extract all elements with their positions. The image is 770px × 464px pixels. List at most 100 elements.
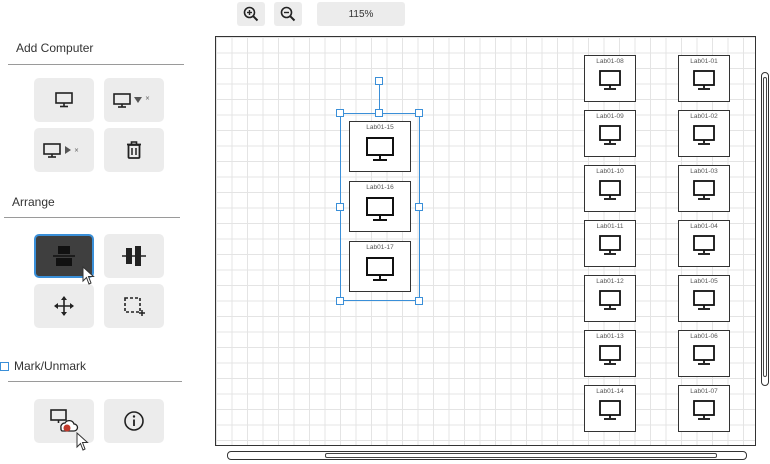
delete-button[interactable] xyxy=(104,128,164,172)
computer-label: Lab01-04 xyxy=(690,223,718,230)
computer-tile[interactable]: Lab01-01 xyxy=(678,55,730,102)
rotate-handle[interactable] xyxy=(375,77,383,85)
computer-label: Lab01-11 xyxy=(596,223,624,230)
monitor-icon xyxy=(599,345,621,365)
zoom-in-icon xyxy=(243,6,259,22)
move-arrows-icon xyxy=(54,296,74,316)
horizontal-scroll-thumb[interactable] xyxy=(325,453,717,458)
add-computers-down-button[interactable]: × xyxy=(104,78,164,122)
computer-label: Lab01-15 xyxy=(366,124,394,131)
monitor-icon xyxy=(693,400,715,420)
monitor-down-multiple-icon: × xyxy=(113,93,150,108)
vertical-scroll-thumb[interactable] xyxy=(763,77,767,377)
resize-handle[interactable] xyxy=(415,109,423,117)
computer-tile[interactable]: Lab01-05 xyxy=(678,275,730,322)
computer-tile[interactable]: Lab01-13 xyxy=(584,330,636,377)
horizontal-scrollbar[interactable] xyxy=(227,451,747,460)
info-button[interactable] xyxy=(104,399,164,443)
zoom-out-icon xyxy=(280,6,296,22)
mark-checkbox[interactable] xyxy=(0,362,9,371)
select-area-icon xyxy=(124,297,145,316)
resize-handle[interactable] xyxy=(336,203,344,211)
vertical-scrollbar[interactable] xyxy=(761,72,769,386)
computer-tile[interactable]: Lab01-14 xyxy=(584,385,636,432)
computer-tile[interactable]: Lab01-07 xyxy=(678,385,730,432)
remote-control-button[interactable] xyxy=(34,399,94,443)
computer-tile[interactable]: Lab01-17 xyxy=(349,241,411,292)
monitor-icon xyxy=(599,290,621,310)
monitor-cloud-icon xyxy=(50,409,79,432)
computer-tile[interactable]: Lab01-09 xyxy=(584,110,636,157)
computer-label: Lab01-10 xyxy=(596,168,624,175)
computer-tile[interactable]: Lab01-04 xyxy=(678,220,730,267)
monitor-icon xyxy=(366,137,394,161)
computer-tile[interactable]: Lab01-08 xyxy=(584,55,636,102)
monitor-icon xyxy=(366,257,394,281)
divider xyxy=(8,381,182,382)
monitor-icon xyxy=(693,345,715,365)
computer-label: Lab01-12 xyxy=(596,278,624,285)
computer-tile[interactable]: Lab01-12 xyxy=(584,275,636,322)
monitor-icon xyxy=(693,235,715,255)
cursor-icon xyxy=(82,266,95,285)
monitor-icon xyxy=(599,180,621,200)
resize-handle[interactable] xyxy=(415,203,423,211)
resize-handle[interactable] xyxy=(375,109,383,117)
monitor-icon xyxy=(693,125,715,145)
mark-unmark-title: Mark/Unmark xyxy=(14,359,87,373)
monitor-icon xyxy=(693,180,715,200)
select-area-button[interactable] xyxy=(104,284,164,328)
svg-text:×: × xyxy=(145,95,150,102)
computer-tile[interactable]: Lab01-16 xyxy=(349,181,411,232)
layout-canvas[interactable]: Lab01-15 Lab01-16 Lab01-17 Lab01-08 Lab0… xyxy=(215,36,756,446)
monitor-icon xyxy=(599,70,621,90)
computer-label: Lab01-14 xyxy=(596,388,624,395)
add-computers-right-button[interactable]: × xyxy=(34,128,94,172)
move-button[interactable] xyxy=(34,284,94,328)
divider xyxy=(4,217,180,218)
computer-label: Lab01-08 xyxy=(596,58,624,65)
computer-tile[interactable]: Lab01-15 xyxy=(349,121,411,172)
align-horizontal-center-icon xyxy=(122,246,146,266)
add-computer-title: Add Computer xyxy=(16,41,94,55)
monitor-icon xyxy=(693,290,715,310)
divider xyxy=(8,64,184,65)
align-vertical-center-icon xyxy=(53,246,75,266)
resize-handle[interactable] xyxy=(336,297,344,305)
computer-label: Lab01-09 xyxy=(596,113,624,120)
add-computer-button[interactable] xyxy=(34,78,94,122)
computer-label: Lab01-05 xyxy=(690,278,718,285)
zoom-level: 115% xyxy=(317,2,405,26)
cursor-icon xyxy=(76,432,89,451)
trash-icon xyxy=(127,141,141,159)
computer-label: Lab01-13 xyxy=(596,333,624,340)
computer-tile[interactable]: Lab01-03 xyxy=(678,165,730,212)
monitor-icon xyxy=(366,197,394,221)
zoom-in-button[interactable] xyxy=(237,2,265,26)
monitor-icon xyxy=(599,125,621,145)
monitor-icon xyxy=(55,92,73,108)
computer-label: Lab01-01 xyxy=(690,58,718,65)
computer-label: Lab01-06 xyxy=(690,333,718,340)
zoom-out-button[interactable] xyxy=(274,2,302,26)
computer-tile[interactable]: Lab01-10 xyxy=(584,165,636,212)
monitor-right-multiple-icon: × xyxy=(43,143,79,158)
computer-tile[interactable]: Lab01-02 xyxy=(678,110,730,157)
rotate-line xyxy=(379,83,380,113)
computer-label: Lab01-03 xyxy=(690,168,718,175)
svg-text:×: × xyxy=(74,147,79,154)
computer-label: Lab01-16 xyxy=(366,184,394,191)
info-icon xyxy=(124,411,144,431)
align-horizontal-button[interactable] xyxy=(104,234,164,278)
computer-tile[interactable]: Lab01-11 xyxy=(584,220,636,267)
arrange-title: Arrange xyxy=(12,195,55,209)
computer-tile[interactable]: Lab01-06 xyxy=(678,330,730,377)
resize-handle[interactable] xyxy=(336,109,344,117)
monitor-icon xyxy=(599,400,621,420)
resize-handle[interactable] xyxy=(415,297,423,305)
monitor-icon xyxy=(599,235,621,255)
computer-label: Lab01-17 xyxy=(366,244,394,251)
computer-label: Lab01-07 xyxy=(690,388,718,395)
computer-label: Lab01-02 xyxy=(690,113,718,120)
monitor-icon xyxy=(693,70,715,90)
